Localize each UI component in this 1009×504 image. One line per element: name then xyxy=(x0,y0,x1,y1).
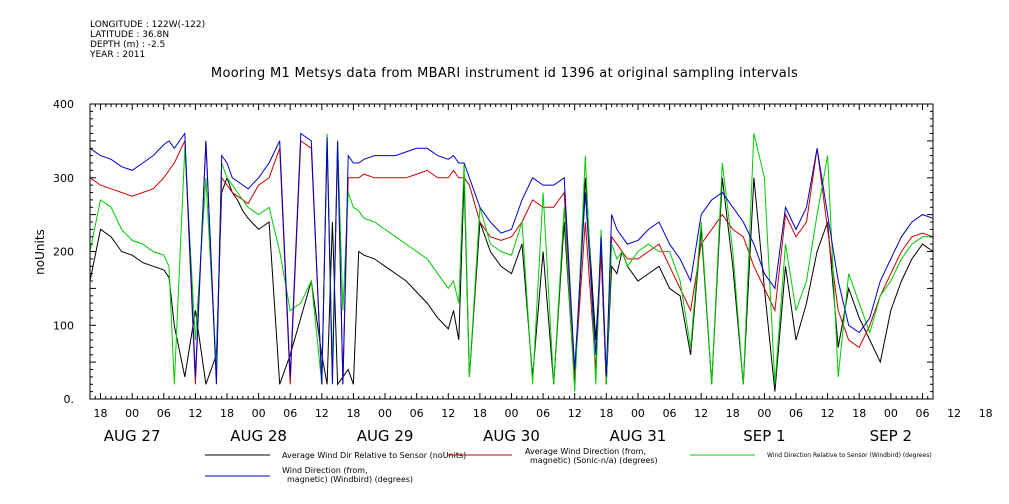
series-line-3 xyxy=(89,133,933,392)
legend-label-2b: magnetic) (Sonic-n/a) (degrees) xyxy=(530,456,658,465)
x-hour-label: 00 xyxy=(757,407,771,420)
y-axis-label: noUnits xyxy=(33,229,47,275)
x-hour-label: 06 xyxy=(536,407,550,420)
x-day-label: AUG 30 xyxy=(483,427,540,445)
x-hour-label: 06 xyxy=(915,407,929,420)
latitude-text: LATITUDE : 36.8N xyxy=(90,30,170,40)
x-hour-label: 00 xyxy=(884,407,898,420)
series-line-4 xyxy=(89,132,934,385)
x-hour-label: 18 xyxy=(473,407,487,420)
metadata-block: LONGITUDE : 122W(-122) LATITUDE : 36.8N … xyxy=(90,20,205,60)
legend-label-2a: Average Wind Direction (from, xyxy=(525,447,646,456)
x-hour-label: 12 xyxy=(568,407,582,420)
chart-title: Mooring M1 Metsys data from MBARI instru… xyxy=(210,66,799,81)
y-tick-label: 300 xyxy=(53,172,74,185)
x-day-label: AUG 28 xyxy=(230,427,287,445)
x-hour-label: 12 xyxy=(821,407,835,420)
x-hour-label: 18 xyxy=(346,407,360,420)
x-hour-label: 00 xyxy=(505,407,519,420)
series-group xyxy=(89,132,934,392)
x-hour-label: 00 xyxy=(378,407,392,420)
x-tick-labels: 18 00 06 12 18 00 06 12 18 00 06 12 18 00 06 12 18 00 06 12… xyxy=(94,407,993,445)
x-hour-label: 12 xyxy=(947,407,961,420)
x-hour-label: 18 xyxy=(726,407,740,420)
x-hour-label: 06 xyxy=(789,407,803,420)
x-hour-label: 00 xyxy=(252,407,266,420)
legend-label-4a: Wind Direction (from, xyxy=(282,466,368,475)
x-hour-label: 18 xyxy=(220,407,234,420)
x-hour-label: 18 xyxy=(852,407,866,420)
y-tick-label: 100 xyxy=(53,319,74,332)
y-tick-labels: 0. 100 200 300 400 xyxy=(53,98,74,406)
x-day-label: SEP 1 xyxy=(743,427,785,445)
y-tick-label: 400 xyxy=(53,98,74,111)
legend-label-4b: magnetic) (Windbird) (degrees) xyxy=(287,475,413,484)
x-hour-label: 00 xyxy=(631,407,645,420)
legend: Average Wind Dir Relative to Sensor (noU… xyxy=(205,447,932,484)
x-hour-label: 06 xyxy=(663,407,677,420)
year-text: YEAR : 2011 xyxy=(90,50,146,60)
x-day-label: AUG 27 xyxy=(104,427,161,445)
x-day-label: SEP 2 xyxy=(870,427,912,445)
depth-text: DEPTH (m) : -2.5 xyxy=(90,40,166,50)
x-hour-label: 18 xyxy=(979,407,993,420)
x-hour-label: 06 xyxy=(410,407,424,420)
x-hour-label: 12 xyxy=(315,407,329,420)
legend-label-3: Wind Direction Relative to Sensor (Windb… xyxy=(767,452,932,459)
x-hour-label: 12 xyxy=(441,407,455,420)
x-hour-label: 06 xyxy=(283,407,297,420)
x-hour-label: 06 xyxy=(157,407,171,420)
legend-label-1: Average Wind Dir Relative to Sensor (noU… xyxy=(282,451,466,460)
y-tick-label: 200 xyxy=(53,246,74,259)
series-line-2 xyxy=(89,139,934,385)
y-tick-label: 0. xyxy=(64,393,75,406)
x-day-label: AUG 29 xyxy=(357,427,414,445)
x-hour-label: 12 xyxy=(694,407,708,420)
x-hour-label: 18 xyxy=(599,407,613,420)
x-hour-label: 18 xyxy=(94,407,108,420)
axis-ticks xyxy=(89,103,934,400)
x-hour-label: 12 xyxy=(188,407,202,420)
x-hour-label: 00 xyxy=(125,407,139,420)
x-day-label: AUG 31 xyxy=(610,427,667,445)
longitude-text: LONGITUDE : 122W(-122) xyxy=(90,20,206,30)
